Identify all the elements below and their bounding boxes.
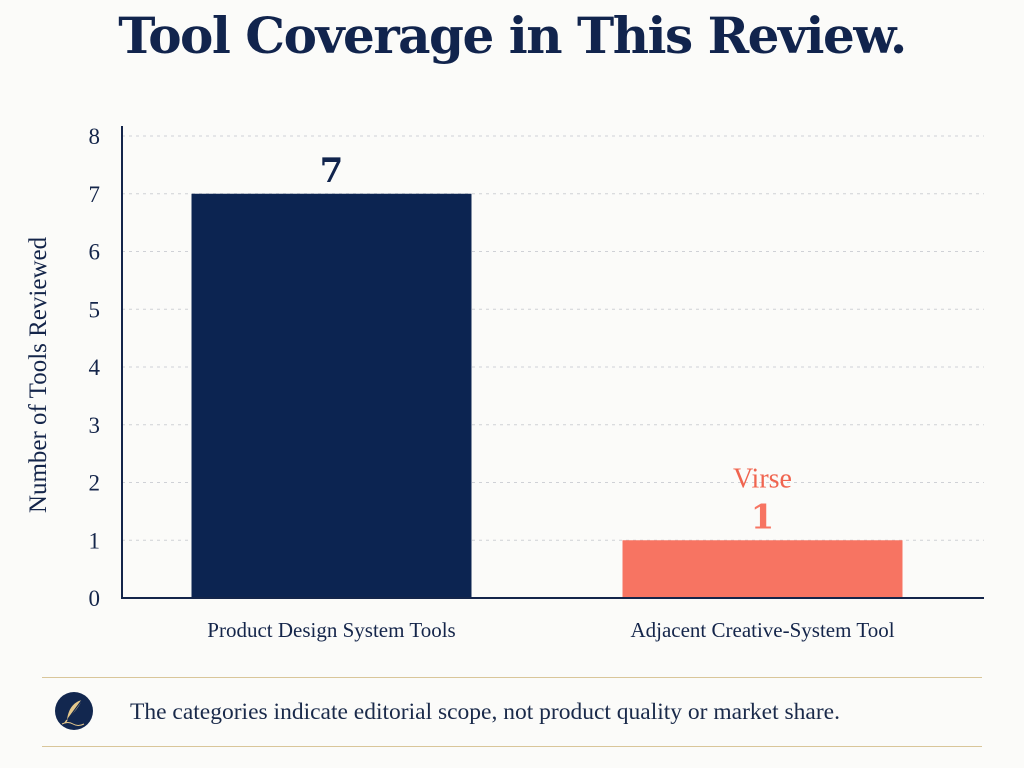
y-tick-label: 1 (89, 528, 101, 553)
y-tick-label: 4 (89, 355, 101, 380)
footnote-text: The categories indicate editorial scope,… (130, 699, 840, 725)
bar-1 (622, 540, 903, 598)
bar-value-label: 1 (751, 497, 775, 537)
bar-0 (191, 193, 472, 598)
bar-annotation: Virse (733, 463, 792, 494)
y-tick-label: 2 (89, 471, 101, 496)
y-tick-label: 7 (89, 182, 101, 207)
y-axis-ticks: 0 1 2 3 4 5 6 7 8 (89, 124, 101, 611)
x-axis-categories: Product Design System Tools Adjacent Crea… (207, 618, 894, 642)
y-tick-label: 6 (89, 240, 101, 265)
y-tick-label: 8 (89, 124, 101, 149)
chart-title: Tool Coverage in This Review. (118, 6, 907, 65)
quill-icon (55, 692, 93, 730)
y-tick-label: 0 (89, 586, 101, 611)
x-category-label: Product Design System Tools (207, 618, 455, 642)
y-axis-label: Number of Tools Reviewed (25, 236, 52, 513)
footnote: The categories indicate editorial scope,… (42, 677, 982, 747)
x-category-label: Adjacent Creative-System Tool (630, 618, 894, 642)
y-tick-label: 5 (89, 297, 101, 322)
bar-value-label: 7 (320, 151, 344, 191)
y-tick-label: 3 (89, 413, 101, 438)
bars (191, 193, 903, 598)
